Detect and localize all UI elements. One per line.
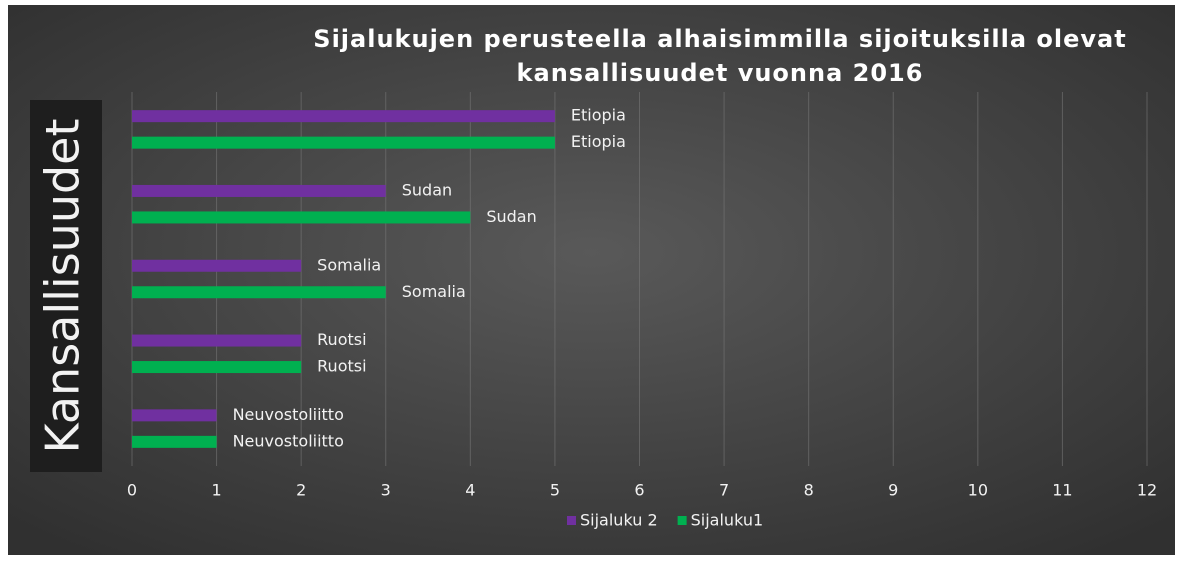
- bar-label: Etiopia: [571, 106, 626, 125]
- x-tick-label: 5: [550, 481, 560, 500]
- bar: [132, 361, 302, 374]
- bar-label: Etiopia: [571, 132, 626, 151]
- bar: [132, 435, 217, 448]
- x-tick-label: 6: [634, 481, 644, 500]
- bar: [132, 184, 386, 197]
- bar: [132, 334, 302, 347]
- bar-label: Neuvostoliitto: [233, 405, 344, 424]
- bar-label: Sudan: [402, 180, 452, 199]
- legend-label: Sijaluku 2: [580, 511, 658, 530]
- legend-swatch: [567, 516, 576, 525]
- x-tick-label: 0: [127, 481, 137, 500]
- bar-label: Ruotsi: [317, 330, 366, 349]
- x-tick-label: 12: [1137, 481, 1157, 500]
- x-tick-label: 3: [381, 481, 391, 500]
- x-tick-label: 10: [968, 481, 988, 500]
- x-tick-label: 2: [296, 481, 306, 500]
- bar: [132, 110, 555, 123]
- x-tick-label: 1: [211, 481, 221, 500]
- bar-label: Somalia: [402, 282, 466, 301]
- x-tick-label: 11: [1052, 481, 1072, 500]
- chart-title: Sijalukujen perusteella alhaisimmilla si…: [313, 25, 1127, 87]
- x-tick-label: 4: [465, 481, 475, 500]
- x-tick-label: 9: [888, 481, 898, 500]
- bar-label: Somalia: [317, 255, 381, 274]
- bar: [132, 136, 555, 149]
- bar-label: Ruotsi: [317, 357, 366, 376]
- legend-swatch: [677, 516, 687, 525]
- bar-label: Neuvostoliitto: [233, 431, 344, 450]
- bar: [132, 409, 217, 422]
- legend-label: Sijaluku1: [691, 511, 764, 530]
- y-label-box: [30, 100, 102, 472]
- bar: [132, 286, 386, 299]
- x-tick-label: 8: [804, 481, 814, 500]
- chart-background: [8, 5, 1175, 555]
- y-axis-label: Kansallisuudet: [36, 118, 90, 453]
- bar: [132, 211, 471, 224]
- x-tick-label: 7: [719, 481, 729, 500]
- bar-label: Sudan: [486, 207, 536, 226]
- bar: [132, 259, 302, 272]
